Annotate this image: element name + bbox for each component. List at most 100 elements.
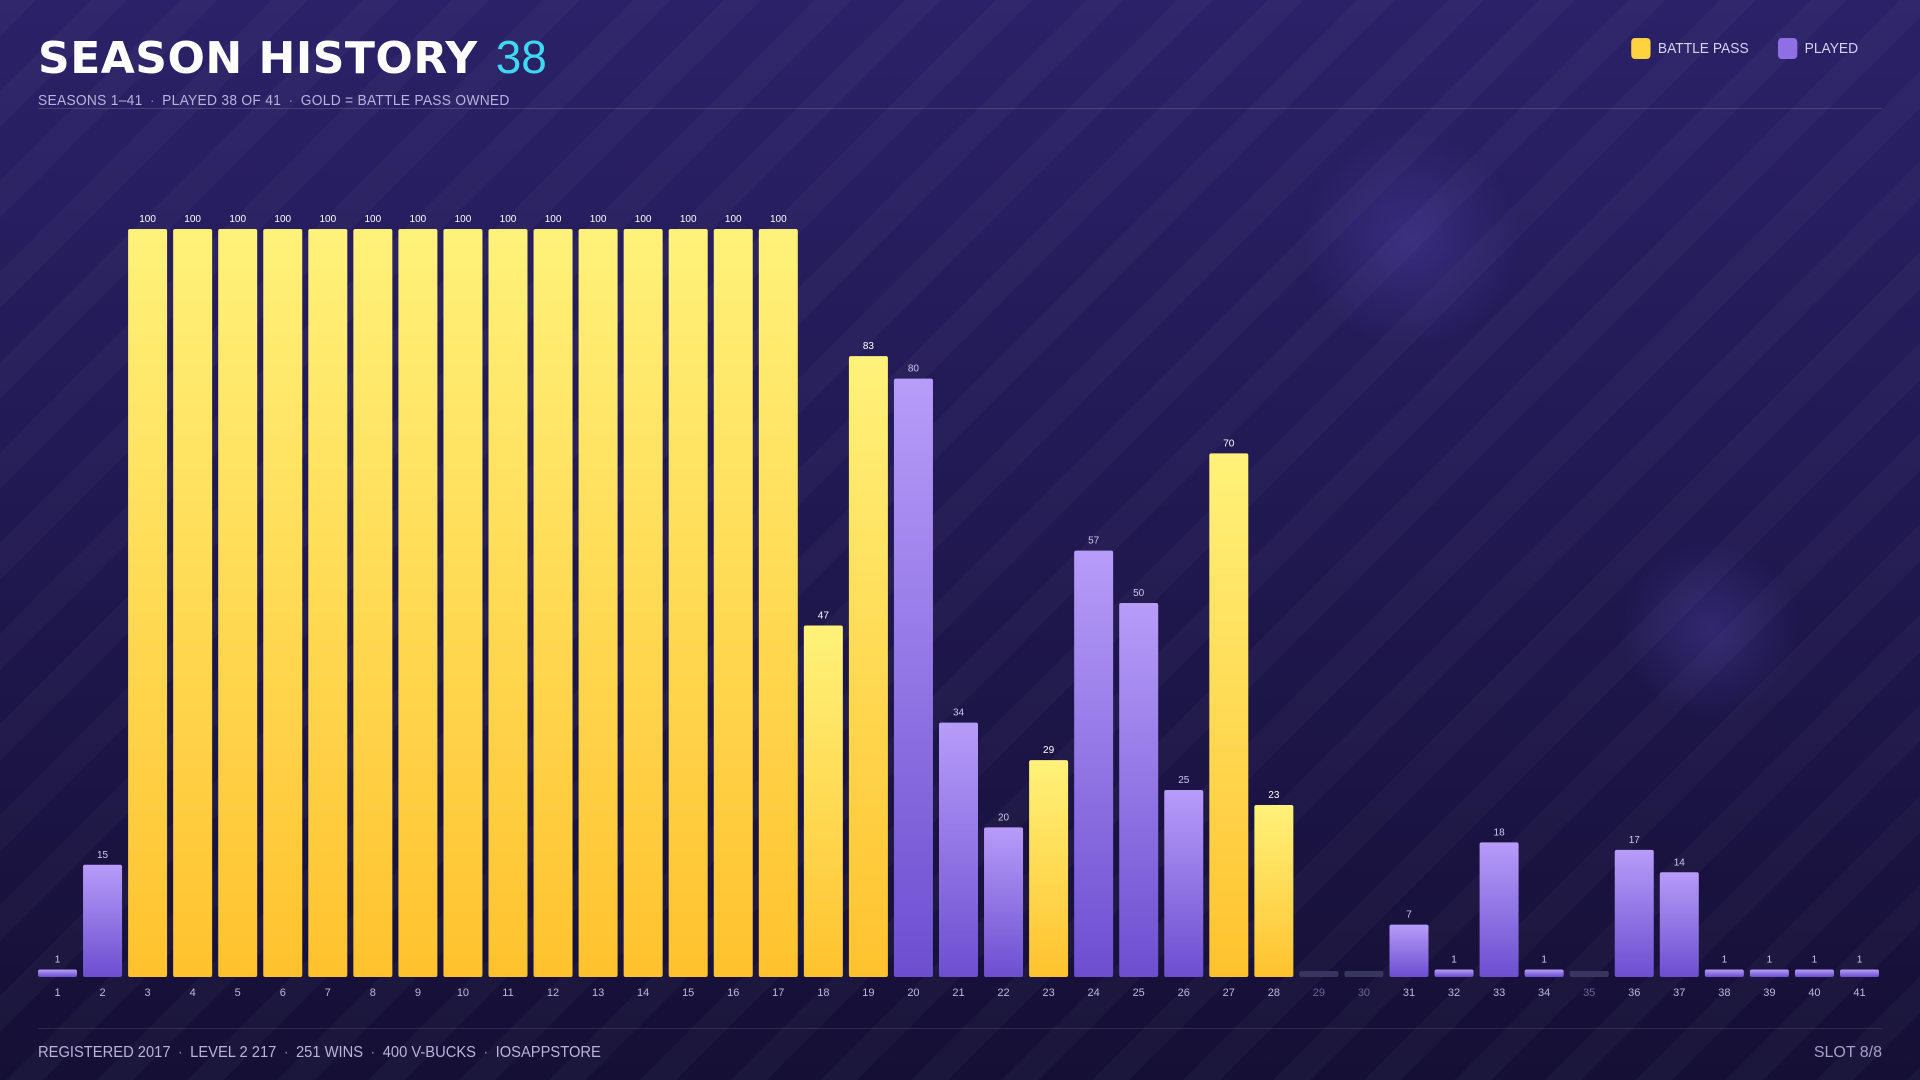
x-tick-label: 20 (907, 987, 919, 999)
x-tick-label: 13 (592, 987, 604, 999)
x-tick-label: 5 (235, 987, 241, 999)
x-tick-label: 36 (1628, 987, 1640, 999)
x-tick-label: 7 (325, 987, 331, 999)
bar-value-label: 47 (818, 610, 830, 621)
legend-label-played: PLAYED (1804, 40, 1858, 57)
x-tick-label: 4 (190, 987, 196, 999)
subtitle-seasons: SEASONS 1–41 (38, 92, 143, 109)
bar-played (1794, 969, 1834, 977)
legend: BATTLE PASS PLAYED (1621, 38, 1858, 59)
bar-value-label: 83 (863, 341, 875, 352)
bar-not-played (1569, 971, 1609, 977)
x-tick-label: 14 (637, 987, 649, 999)
x-tick-label: 33 (1493, 987, 1505, 999)
separator: · (483, 1044, 489, 1061)
bar-value-label: 1 (1812, 955, 1818, 966)
x-tick-label: 23 (1042, 987, 1054, 999)
bar-value-label: 100 (410, 214, 427, 225)
x-tick-label: 11 (502, 987, 513, 999)
bar-played (83, 864, 123, 977)
bar-value-label: 1 (55, 955, 61, 966)
footer-vbucks: 400 V-BUCKS (382, 1044, 476, 1061)
x-tick-label: 3 (145, 987, 151, 999)
bar-value-label: 70 (1223, 438, 1235, 449)
separator: · (288, 92, 294, 109)
x-tick-label: 26 (1178, 987, 1190, 999)
bar-not-played (1299, 971, 1339, 977)
bar-value-label: 20 (998, 812, 1010, 823)
x-tick-label: 38 (1718, 987, 1730, 999)
bar-battle-pass (1254, 804, 1294, 977)
bar-value-label: 14 (1674, 857, 1686, 868)
bar-played (1614, 849, 1654, 977)
bar-value-label: 1 (1857, 955, 1863, 966)
x-tick-label: 2 (99, 987, 105, 999)
x-tick-label: 17 (772, 987, 784, 999)
separator: · (370, 1044, 376, 1061)
footer-level: LEVEL 2 217 (190, 1044, 277, 1061)
x-tick-label: 22 (997, 987, 1009, 999)
footer-platform: IOSAPPSTORE (495, 1044, 601, 1061)
bar-value-label: 100 (455, 214, 472, 225)
bar-battle-pass (803, 625, 843, 977)
bar-played (1074, 550, 1114, 977)
bar-value-label: 100 (365, 214, 382, 225)
x-tick-label: 28 (1268, 987, 1280, 999)
x-tick-label: 30 (1358, 987, 1370, 999)
bar-played (1389, 924, 1429, 977)
bar-battle-pass (353, 229, 393, 977)
separator: · (177, 1044, 183, 1061)
bar-played (1749, 969, 1789, 977)
bar-played (984, 827, 1024, 977)
footer-wins: 251 WINS (295, 1044, 364, 1061)
bar-value-label: 18 (1494, 827, 1506, 838)
x-tick-label: 8 (370, 987, 376, 999)
bar-value-label: 1 (1767, 955, 1773, 966)
bar-value-label: 100 (184, 214, 201, 225)
bar-value-label: 25 (1178, 775, 1190, 786)
bar-battle-pass (1209, 453, 1249, 977)
bar-value-label: 23 (1268, 790, 1280, 801)
bar-played (1434, 969, 1474, 977)
bar-played (893, 378, 933, 978)
x-tick-label: 37 (1673, 987, 1685, 999)
bar-battle-pass (623, 229, 663, 977)
page-title: SEASON HISTORY (38, 33, 478, 84)
subtitle-played: PLAYED 38 OF 41 (162, 92, 282, 109)
bar-value-label: 1 (1541, 955, 1547, 966)
bar-battle-pass (488, 229, 528, 977)
bar-played (1119, 603, 1159, 977)
title-row: SEASON HISTORY 38 (38, 30, 547, 86)
x-tick-label: 9 (415, 987, 421, 999)
header-divider (38, 108, 1882, 109)
footer-divider (38, 1028, 1882, 1029)
bar-value-label: 1 (1722, 955, 1728, 966)
slot-indicator: SLOT 8/8 (1813, 1044, 1882, 1061)
x-tick-label: 10 (457, 987, 469, 999)
bar-battle-pass (263, 229, 303, 977)
bar-value-label: 100 (725, 214, 742, 225)
bar-value-label: 100 (680, 214, 697, 225)
legend-swatch-played (1777, 38, 1798, 59)
x-tick-label: 29 (1313, 987, 1325, 999)
bar-played (1164, 790, 1204, 977)
bar-played (1840, 969, 1879, 977)
footer-stats: REGISTERED 2017 · LEVEL 2 217 · 251 WINS · 400… (38, 1044, 601, 1062)
played-count: 38 (495, 31, 547, 83)
bar-battle-pass (173, 229, 213, 977)
x-tick-label: 32 (1448, 987, 1460, 999)
bar-value-label: 17 (1629, 835, 1641, 846)
x-tick-label: 40 (1808, 987, 1820, 999)
x-tick-label: 27 (1223, 987, 1235, 999)
subtitle-legend-note: GOLD = BATTLE PASS OWNED (300, 92, 510, 109)
bars-group: 1115210031004100510061007100810091001010… (38, 214, 1879, 999)
bar-value-label: 1 (1451, 955, 1457, 966)
bar-value-label: 100 (319, 214, 336, 225)
x-tick-label: 12 (547, 987, 559, 999)
x-tick-label: 1 (54, 987, 60, 999)
bar-played (1704, 969, 1744, 977)
bar-value-label: 50 (1133, 588, 1145, 599)
bar-value-label: 100 (274, 214, 291, 225)
bar-battle-pass (533, 229, 573, 977)
legend-swatch-battle-pass (1631, 38, 1651, 59)
